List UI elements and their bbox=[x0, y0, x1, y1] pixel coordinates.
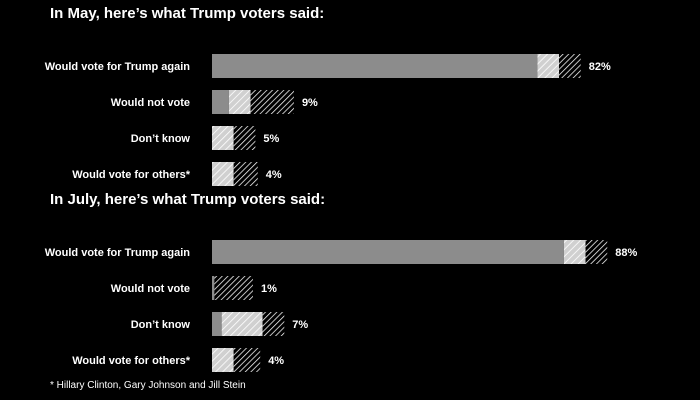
bar-segment-solid bbox=[212, 90, 229, 114]
footnote: * Hillary Clinton, Gary Johnson and Jill… bbox=[50, 380, 246, 391]
value-label: 9% bbox=[302, 97, 318, 109]
bar-segment-light-hatch bbox=[212, 126, 234, 150]
value-label: 1% bbox=[261, 283, 277, 295]
value-label: 88% bbox=[615, 247, 637, 259]
bar-segment-solid bbox=[212, 276, 215, 300]
category-label: Would not vote bbox=[111, 283, 190, 295]
bar-segment-light-hatch bbox=[221, 312, 263, 336]
bar-segment-dark-hatch bbox=[214, 276, 253, 300]
category-label: Would vote for others* bbox=[72, 355, 190, 367]
bar-segment-light-hatch bbox=[563, 240, 586, 264]
chart-panel-1: In May, here’s what Trump voters said: Wo… bbox=[45, 5, 611, 186]
value-label: 5% bbox=[263, 133, 279, 145]
bar-segment-dark-hatch bbox=[233, 126, 256, 150]
bar-segment-light-hatch bbox=[212, 162, 234, 186]
category-label: Don’t know bbox=[131, 319, 191, 331]
chart-panel-2: In July, here’s what Trump voters said: W… bbox=[45, 191, 637, 372]
chart-title: In May, here’s what Trump voters said: bbox=[50, 5, 324, 22]
bar-segment-dark-hatch bbox=[250, 90, 294, 114]
bar-segment-light-hatch bbox=[212, 348, 234, 372]
value-label: 4% bbox=[266, 169, 282, 181]
chart-title: In July, here’s what Trump voters said: bbox=[50, 191, 325, 208]
bar-segment-light-hatch bbox=[537, 54, 560, 78]
bar-segment-solid bbox=[212, 240, 564, 264]
bar-segment-dark-hatch bbox=[233, 162, 258, 186]
category-label: Would not vote bbox=[111, 97, 190, 109]
bar-segment-light-hatch bbox=[228, 90, 251, 114]
bar-segment-solid bbox=[212, 312, 222, 336]
category-label: Don’t know bbox=[131, 133, 191, 145]
value-label: 7% bbox=[292, 319, 308, 331]
category-label: Would vote for Trump again bbox=[45, 247, 191, 259]
category-label: Would vote for Trump again bbox=[45, 61, 191, 73]
bar-segment-solid bbox=[212, 54, 538, 78]
bar-segment-dark-hatch bbox=[585, 240, 608, 264]
value-label: 82% bbox=[589, 61, 611, 73]
bar-segment-dark-hatch bbox=[559, 54, 581, 78]
bar-segment-dark-hatch bbox=[233, 348, 261, 372]
category-label: Would vote for others* bbox=[72, 169, 190, 181]
value-label: 4% bbox=[268, 355, 284, 367]
bar-segment-dark-hatch bbox=[262, 312, 285, 336]
